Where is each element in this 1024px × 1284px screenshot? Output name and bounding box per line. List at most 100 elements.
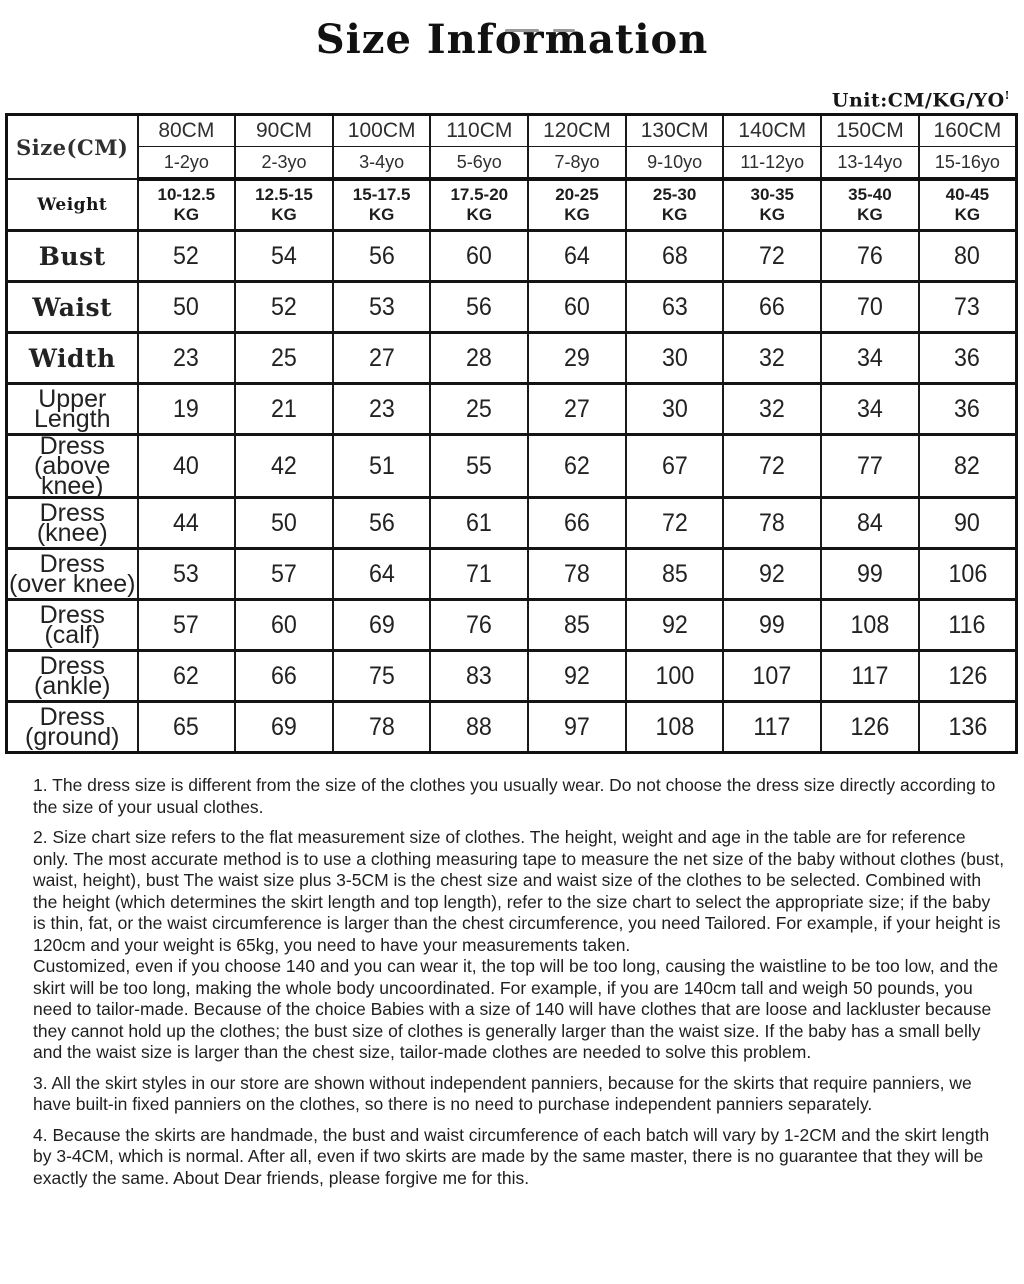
measurement-value: 97: [564, 712, 590, 741]
measurement-row: Bust 52 54 56 60 64 68 72 76 80: [5, 229, 1018, 283]
size-column-header: 80CM: [136, 113, 237, 147]
measurement-value: 78: [368, 712, 395, 741]
weight-cell: 30-35 KG: [722, 178, 823, 232]
weight-unit: KG: [857, 205, 883, 224]
measurement-value: 116: [948, 610, 986, 639]
size-column-header: 100CM: [331, 113, 432, 147]
measurement-value-cell: 66: [527, 496, 627, 550]
measurement-value-cell: 25: [234, 331, 334, 385]
measurement-value-cell: 73: [917, 280, 1018, 334]
measurement-value-cell: 60: [429, 229, 530, 283]
measurement-value-cell: 76: [820, 229, 920, 283]
measurement-value-cell: 40: [136, 433, 237, 499]
measurement-value-cell: 62: [527, 433, 627, 499]
weight-unit: KG: [271, 205, 297, 224]
weight-unit: KG: [173, 205, 200, 224]
measurement-row: Width 23 25 27 28 29 30 32 34 36: [5, 331, 1018, 385]
weight-cell: 40-45 KG: [917, 178, 1018, 232]
page-title: Size Information: [315, 16, 709, 63]
measurement-value: 54: [271, 241, 297, 270]
measurement-value: 50: [271, 508, 297, 537]
measurement-value-cell: 54: [234, 229, 334, 283]
age-column-header: 3-4yo: [331, 146, 432, 181]
measurement-value-cell: 42: [234, 433, 334, 499]
measurement-value-cell: 32: [722, 331, 823, 385]
measurement-value: 107: [752, 661, 792, 690]
measurement-value: 61: [466, 508, 493, 537]
measurement-value-cell: 70: [820, 280, 920, 334]
row-label: Dress (over knee): [5, 547, 139, 601]
measurement-value: 85: [661, 559, 688, 588]
measurement-value: 78: [759, 508, 786, 537]
measurement-value-cell: 30: [624, 331, 725, 385]
measurement-value: 92: [661, 610, 688, 639]
measurement-value: 57: [173, 610, 200, 639]
measurement-value: 69: [271, 712, 297, 741]
measurement-value: 19: [173, 394, 200, 423]
measurement-row: Waist 50 52 53 56 60 63 66 70 73: [5, 280, 1018, 334]
row-label: Upper Length: [5, 382, 139, 436]
measurement-value-cell: 67: [624, 433, 725, 499]
measurement-value-cell: 69: [331, 598, 432, 652]
measurement-value: 32: [759, 394, 786, 423]
measurement-value-cell: 107: [722, 649, 823, 703]
measurement-value-cell: 30: [624, 382, 725, 436]
measurement-value-cell: 55: [429, 433, 530, 499]
weight-cell: 12.5-15 KG: [234, 178, 334, 232]
measurement-value: 52: [271, 292, 297, 321]
measurement-value-cell: 60: [527, 280, 627, 334]
measurement-value-cell: 27: [331, 331, 432, 385]
measurement-value: 34: [856, 343, 883, 372]
weight-cell: 25-30 KG: [624, 178, 725, 232]
measurement-value: 85: [564, 610, 590, 639]
measurement-value: 40: [173, 451, 200, 480]
measurement-value: 100: [655, 661, 695, 690]
size-information-page: { "page": { "title": "Size Information",…: [0, 16, 1024, 1284]
measurement-value: 56: [368, 508, 395, 537]
measurement-value: 52: [173, 241, 200, 270]
age-column-header: 15-16yo: [917, 146, 1018, 181]
measurement-row: Upper Length 19 21 23 25 27 30 32 34 36: [5, 382, 1018, 436]
measurement-value: 82: [954, 451, 981, 480]
measurement-value: 63: [661, 292, 688, 321]
age-column-header: 5-6yo: [429, 146, 530, 181]
weight-range: 25-30: [652, 185, 697, 204]
measurement-value: 25: [271, 343, 297, 372]
measurement-value-cell: 72: [722, 229, 823, 283]
measurement-value: 64: [368, 559, 395, 588]
size-column-header: 90CM: [234, 113, 334, 147]
measurement-value: 72: [759, 241, 786, 270]
measurement-value: 62: [173, 661, 200, 690]
weight-unit: KG: [368, 205, 395, 224]
measurement-value: 73: [954, 292, 981, 321]
row-label: Waist: [5, 280, 139, 334]
measurement-value-cell: 44: [136, 496, 237, 550]
weight-cell: 20-25 KG: [527, 178, 627, 232]
size-column-header: 140CM: [722, 113, 823, 147]
weight-range: 12.5-15: [255, 185, 313, 204]
note: 4. Because the skirts are handmade, the …: [33, 1125, 1006, 1190]
measurement-value: 27: [564, 394, 590, 423]
measurement-value: 84: [856, 508, 883, 537]
measurement-value-cell: 83: [429, 649, 530, 703]
measurement-value-cell: 80: [917, 229, 1018, 283]
weight-cell: 17.5-20 KG: [429, 178, 530, 232]
measurement-value: 34: [856, 394, 883, 423]
row-label: Dress (ground): [5, 700, 139, 754]
measurement-value: 83: [466, 661, 493, 690]
measurement-value: 56: [466, 292, 493, 321]
weight-range: 15-17.5: [352, 185, 411, 204]
weight-range: 20-25: [555, 185, 599, 204]
measurement-value: 77: [856, 451, 883, 480]
measurement-value-cell: 136: [917, 700, 1018, 754]
weight-range: 35-40: [848, 185, 892, 204]
size-column-header: 130CM: [624, 113, 725, 147]
measurement-value: 57: [271, 559, 297, 588]
measurement-value-cell: 60: [234, 598, 334, 652]
measurement-value-cell: 57: [234, 547, 334, 601]
measurement-value: 65: [173, 712, 200, 741]
measurement-value: 117: [851, 661, 889, 690]
measurement-value: 60: [564, 292, 590, 321]
weight-unit: KG: [466, 205, 493, 224]
measurement-value-cell: 99: [722, 598, 823, 652]
